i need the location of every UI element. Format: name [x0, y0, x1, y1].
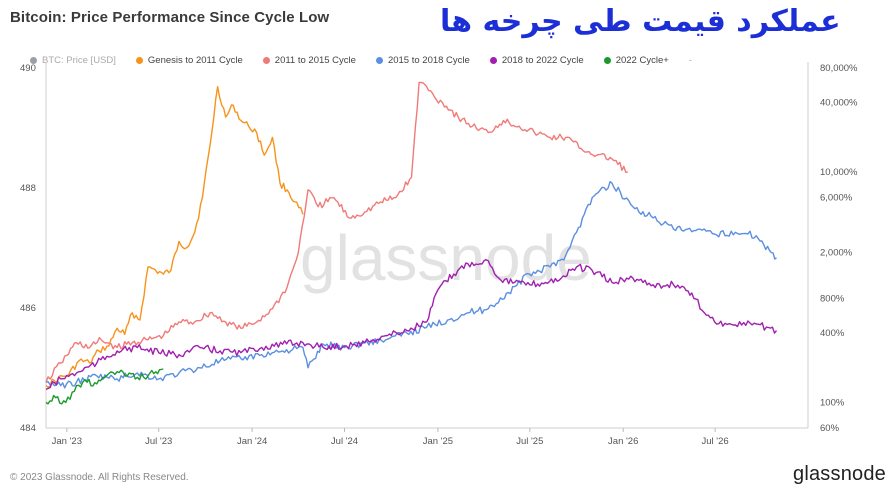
legend-dot-icon — [489, 57, 497, 64]
legend-label: Genesis to 2011 Cycle — [147, 55, 243, 66]
legend-item-2022-cycle[interactable]: 2022 Cycle+ — [603, 55, 669, 66]
legend-label: 2011 to 2015 Cycle — [274, 55, 356, 66]
x-tick-label: Jul '26 — [702, 436, 729, 447]
series-line-genesis-to-2011-cycle — [45, 86, 304, 388]
right-tick-label: 400% — [820, 328, 845, 339]
watermark-text: glassnode — [300, 222, 592, 294]
legend-label: 2018 to 2022 Cycle — [501, 55, 584, 66]
left-tick-label: 488 — [20, 183, 36, 194]
legend-label: - — [688, 55, 692, 66]
x-tick-label: Jan '26 — [608, 436, 638, 447]
series-line-2018-to-2022-cycle — [45, 259, 778, 390]
overlay-caption: عملکرد قیمت طی چرخه ها — [440, 4, 841, 39]
series-line-2011-to-2015-cycle — [45, 81, 628, 383]
legend-item-btc-price[interactable]: BTC: Price [USD] — [30, 55, 116, 66]
right-tick-label: 2,000% — [820, 248, 853, 259]
chart-legend: BTC: Price [USD] Genesis to 2011 Cycle 2… — [30, 55, 712, 66]
legend-dot-icon — [262, 57, 270, 64]
right-tick-label: 100% — [820, 397, 845, 408]
legend-item-2011-2015[interactable]: 2011 to 2015 Cycle — [262, 55, 356, 66]
chart-title: Bitcoin: Price Performance Since Cycle L… — [10, 9, 330, 26]
right-tick-label: 80,000% — [820, 63, 858, 74]
right-tick-label: 10,000% — [820, 167, 858, 178]
left-tick-label: 486 — [20, 303, 36, 314]
right-tick-label: 6,000% — [820, 193, 853, 204]
right-tick-label: 40,000% — [820, 98, 858, 109]
legend-item-extra[interactable]: - — [689, 55, 692, 66]
legend-label: 2022 Cycle+ — [615, 55, 669, 66]
legend-dot-icon — [30, 57, 37, 64]
legend-label: 2015 to 2018 Cycle — [387, 55, 470, 66]
right-tick-label: 60% — [820, 423, 840, 434]
left-tick-label: 484 — [20, 423, 36, 434]
x-tick-label: Jan '23 — [52, 436, 82, 447]
legend-label: BTC: Price [USD] — [42, 55, 116, 66]
x-tick-label: Jan '25 — [423, 436, 453, 447]
series-line-2022-cycle- — [45, 368, 164, 405]
legend-dot-icon — [375, 57, 383, 64]
legend-item-2015-2018[interactable]: 2015 to 2018 Cycle — [375, 55, 470, 66]
left-tick-label: 490 — [20, 63, 36, 74]
copyright-text: © 2023 Glassnode. All Rights Reserved. — [10, 472, 189, 483]
legend-dot-icon — [603, 57, 611, 64]
series-line-2015-to-2018-cycle — [45, 181, 777, 389]
brand-logo: glassnode — [793, 463, 886, 485]
right-tick-label: 800% — [820, 293, 845, 304]
legend-dot-icon — [135, 57, 143, 64]
x-tick-label: Jul '24 — [331, 436, 358, 447]
x-tick-label: Jul '23 — [145, 436, 172, 447]
legend-item-2018-2022[interactable]: 2018 to 2022 Cycle — [489, 55, 584, 66]
x-tick-label: Jul '25 — [516, 436, 543, 447]
x-tick-label: Jan '24 — [237, 436, 267, 447]
legend-item-genesis[interactable]: Genesis to 2011 Cycle — [135, 55, 243, 66]
